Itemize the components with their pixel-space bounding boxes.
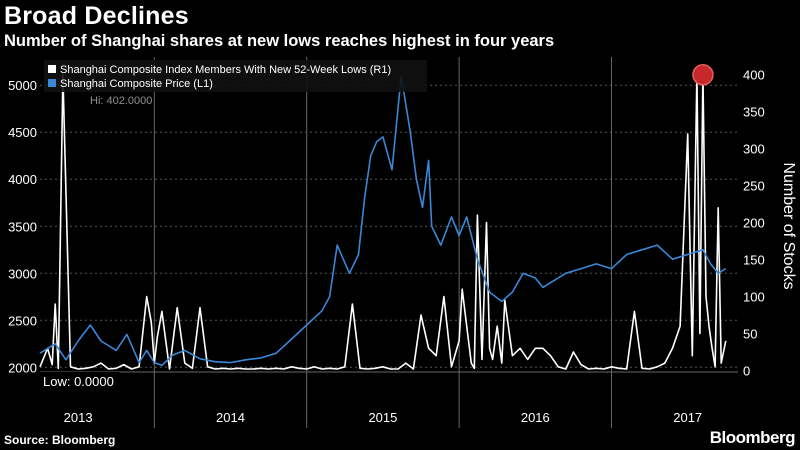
left-tick-label: 2500 [8,313,37,328]
right-tick-label: 400 [743,68,765,83]
left-tick-label: 3500 [8,219,37,234]
lows-line [39,72,727,370]
legend-label-lows: Shanghai Composite Index Members With Ne… [60,64,391,76]
x-tick-label: 2016 [521,410,550,425]
left-axis-ticks: 2000 2500 3000 3500 4000 4500 5000 [8,78,37,375]
legend-label-price: Shanghai Composite Price (L1) [60,78,213,90]
lows-series [39,72,727,370]
annotations: Hi: 402.0000 Low: 0.0000 [38,63,714,390]
chart-title: Broad Declines [4,2,189,30]
legend-swatch-price [48,79,56,87]
brand-logo: Bloomberg [709,428,796,447]
right-tick-label: 350 [743,105,765,120]
legend: Shanghai Composite Index Members With Ne… [44,60,427,92]
right-axis-ticks: 0 50 100 150 200 250 300 350 400 Number of Stocks [743,68,797,379]
source-label: Source: Bloomberg [4,433,116,447]
right-tick-label: 0 [743,364,750,379]
left-tick-label: 3000 [8,266,37,281]
x-tick-label: 2015 [368,410,397,425]
highlight-marker [692,63,714,86]
low-label-bg [38,372,120,390]
price-line [39,75,727,367]
left-tick-label: 5000 [8,78,37,93]
left-tick-label: 2000 [8,360,37,375]
left-tick-label: 4500 [8,125,37,140]
x-tick-label: 2017 [673,410,702,425]
chart-subtitle: Number of Shanghai shares at new lows re… [4,32,555,50]
x-axis-ticks: 2013 2014 2015 2016 2017 [64,410,703,425]
high-label: Hi: 402.0000 [90,95,152,107]
low-label: Low: 0.0000 [43,374,114,389]
left-tick-label: 4000 [8,172,37,187]
year-dividers [40,57,738,428]
right-axis-title: Number of Stocks [780,162,797,289]
right-tick-label: 200 [743,216,765,231]
right-tick-label: 250 [743,179,765,194]
x-tick-label: 2014 [216,410,245,425]
legend-background [44,60,427,92]
legend-swatch-lows [48,65,56,73]
right-tick-label: 50 [743,327,757,342]
x-tick-label: 2013 [64,410,93,425]
price-series [39,75,727,367]
right-tick-label: 150 [743,253,765,268]
right-tick-label: 300 [743,142,765,157]
right-tick-label: 100 [743,290,765,305]
